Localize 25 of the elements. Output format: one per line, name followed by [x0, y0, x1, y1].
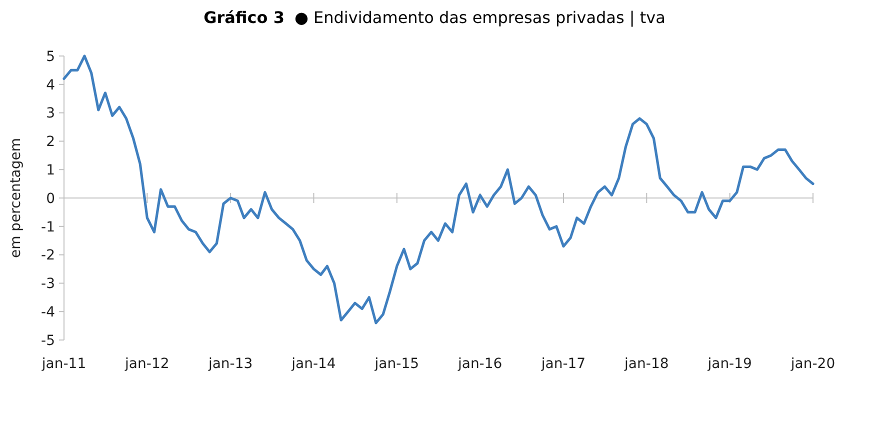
x-tick-label: jan-17 [540, 356, 586, 372]
y-tick-label: -3 [41, 276, 55, 292]
x-tick-label: jan-13 [207, 356, 253, 372]
x-tick-label: jan-15 [374, 356, 420, 372]
x-tick-label: jan-11 [40, 356, 86, 372]
y-axis-title: em percentagem [8, 138, 24, 258]
y-tick-label: 5 [46, 48, 55, 65]
y-tick-label: 0 [46, 190, 55, 207]
y-tick-label: 2 [46, 134, 55, 150]
x-tick-label: jan-18 [624, 356, 669, 372]
x-tick-label: jan-20 [790, 356, 836, 372]
x-tick-label: jan-16 [456, 356, 502, 372]
y-tick-label: -2 [41, 248, 55, 264]
y-tick-label: -4 [41, 304, 56, 320]
x-tick-label: jan-14 [290, 356, 336, 372]
x-tick-label: jan-12 [124, 356, 170, 372]
y-tick-label: 3 [46, 106, 55, 122]
y-tick-label: 4 [46, 77, 56, 94]
chart-subtitle: ● Endividamento das empresas privadas | tva [294, 8, 666, 27]
x-tick-label: jan-19 [706, 356, 752, 372]
y-tick-label: -5 [41, 332, 55, 349]
chart-title: Gráfico 3 [204, 8, 284, 27]
y-tick-label: 1 [46, 162, 55, 178]
line-series [62, 54, 814, 324]
y-tick-label: -1 [41, 219, 55, 236]
